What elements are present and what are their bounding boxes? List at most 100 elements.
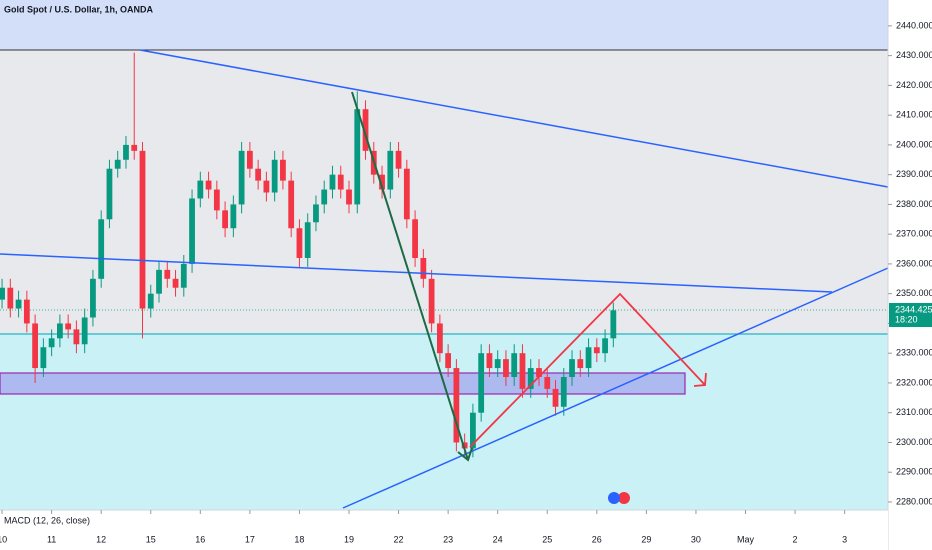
candle-body (213, 189, 220, 211)
candle-body (569, 359, 575, 377)
x-tick-label: 30 (691, 534, 701, 544)
candle-body (304, 222, 311, 258)
candle-body (0, 287, 5, 300)
x-tick-label: 26 (592, 534, 602, 544)
y-tick-label: 2420.000 (896, 80, 932, 90)
candle-body (321, 189, 328, 205)
candle-body (255, 168, 262, 181)
demand-zone (0, 372, 686, 395)
x-tick-label: 25 (542, 534, 552, 544)
x-tick-label: 18 (294, 534, 304, 544)
candle-body (271, 159, 278, 193)
candle-body (139, 150, 146, 309)
indicator-label: MACD (12, 26, close) (4, 515, 90, 525)
candle-body (511, 353, 518, 377)
candle-body (602, 338, 608, 354)
candle-body (544, 376, 551, 389)
candle-body (412, 219, 418, 258)
projection (469, 292, 706, 448)
candle-body (205, 180, 212, 190)
candle-body (428, 278, 435, 324)
y-tick-label: 2320.000 (896, 377, 932, 387)
y-tick-label: 2430.000 (896, 50, 932, 60)
candle-body (180, 263, 187, 288)
y-tick-label: 2300.000 (896, 437, 932, 447)
candle-body (296, 228, 303, 258)
x-tick-label: May (737, 534, 755, 544)
candle-body (379, 174, 385, 190)
candle-body (15, 299, 22, 309)
y-tick-label: 2370.000 (896, 229, 932, 239)
lower-zone (0, 334, 888, 510)
candle-body (519, 353, 526, 389)
y-tick-label: 2440.000 (896, 20, 932, 30)
candle-body (387, 150, 394, 190)
x-tick-label: 3 (842, 534, 847, 544)
candle-body (238, 150, 245, 205)
candle-body (346, 189, 352, 205)
x-tick-label: 17 (245, 534, 255, 544)
chart-title: Gold Spot / U.S. Dollar, 1h, OANDA (4, 4, 154, 14)
x-tick-label: 10 (0, 534, 7, 544)
candle-body (470, 412, 476, 449)
x-tick-label: 23 (443, 534, 453, 544)
candle-body (230, 204, 237, 229)
event-icon[interactable] (618, 492, 630, 504)
y-tick-label: 2360.000 (896, 258, 932, 268)
candle-body (610, 310, 617, 339)
x-tick-label: 2 (793, 534, 798, 544)
x-tick-label: 19 (344, 534, 354, 544)
y-tick-label: 2410.000 (896, 110, 932, 120)
candle-body (106, 168, 113, 220)
y-tick-label: 2290.000 (896, 467, 932, 477)
last-price-box (889, 303, 932, 327)
x-tick-label: 24 (493, 534, 503, 544)
candle-body (288, 180, 295, 229)
candle-body (280, 159, 286, 181)
candle-body (147, 293, 154, 309)
x-tick-label: 15 (146, 534, 156, 544)
upper-zone (0, 0, 888, 50)
candle-body (420, 257, 427, 279)
trend-line (342, 267, 889, 509)
candle-body (98, 219, 105, 279)
trend-line (0, 253, 833, 293)
candle-body (585, 347, 592, 369)
axes: 2280.000 2290.000 2300.000 2310.000 2320.000… (0, 20, 932, 544)
drop-arrow (351, 91, 469, 461)
y-tick-label: 2280.000 (896, 496, 932, 506)
candle-body (263, 180, 270, 193)
y-tick-label: 2310.000 (896, 407, 932, 417)
y-tick-label: 2400.000 (896, 139, 932, 149)
candle-body (73, 329, 80, 345)
candle-body (478, 353, 485, 413)
candle-body (56, 323, 63, 339)
candle-body (156, 269, 162, 294)
candle-body (445, 353, 452, 369)
candle-body (23, 299, 30, 324)
last-price: 2344.425 (895, 304, 932, 314)
candle-body (494, 359, 501, 369)
event-icon[interactable] (608, 492, 620, 504)
x-tick-label: 12 (96, 534, 106, 544)
candle-body (164, 269, 171, 279)
candle-body (7, 287, 14, 309)
y-tick-label: 2350.000 (896, 288, 932, 298)
candle-body (81, 317, 88, 345)
candle-body (90, 278, 96, 318)
candle-body (172, 278, 179, 288)
candle-body (246, 150, 253, 169)
candle-body (486, 353, 493, 369)
candle-body (536, 368, 542, 377)
y-tick-label: 2390.000 (896, 169, 932, 179)
trend-line (139, 49, 889, 188)
arrow-head (693, 372, 707, 387)
candle-body (65, 323, 72, 330)
candle-body (40, 347, 47, 369)
x-tick-label: 16 (195, 534, 205, 544)
candle-body (560, 376, 567, 407)
candle-body (197, 180, 204, 199)
candle-body (577, 359, 584, 369)
